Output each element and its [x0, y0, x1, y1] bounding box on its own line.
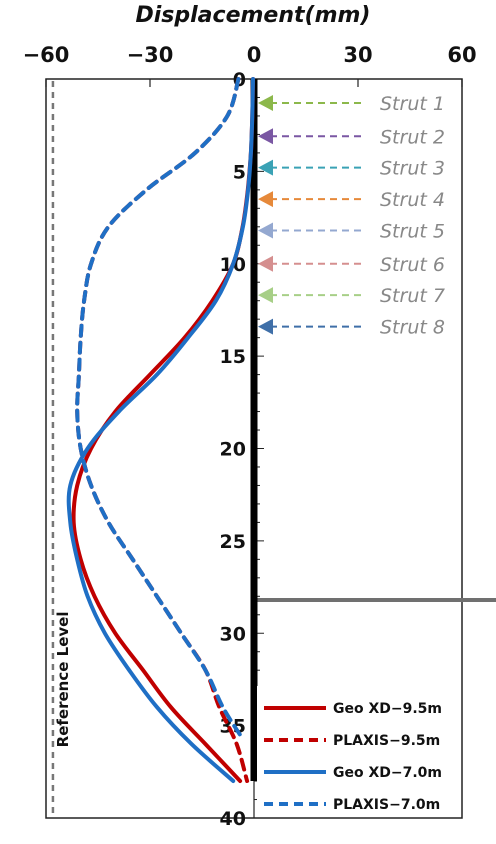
series-line-4 [75, 77, 243, 737]
strut-arrowhead [258, 159, 273, 176]
legend-label: PLAXIS−9.5m [333, 733, 440, 749]
strut-label: Strut 1 [380, 93, 445, 115]
y-tick-label: 20 [220, 439, 246, 461]
strut-arrowhead [258, 95, 273, 112]
strut-label: Strut 7 [380, 285, 445, 307]
strut-arrowhead [258, 128, 273, 145]
legend-label: PLAXIS−7.0m [333, 797, 440, 813]
legend-label: Geo XD−7.0m [333, 765, 442, 781]
y-tick-label: 25 [220, 531, 246, 553]
strut-arrowhead [258, 287, 273, 304]
y-tick-label: 5 [233, 161, 246, 183]
strut-label: Strut 8 [380, 317, 445, 339]
strut-label: Strut 2 [380, 126, 445, 148]
y-tick-label: 40 [220, 808, 246, 830]
legend-label: Geo XD−9.5m [333, 701, 442, 717]
strut-label: Strut 5 [380, 220, 445, 242]
chart-marks: Reference Level Strut 1 Strut 2 Strut 3 Stru… [51, 77, 496, 818]
x-tick-label: 60 [447, 43, 476, 67]
x-tick-label: −30 [127, 43, 174, 67]
y-tick-label: 15 [220, 346, 246, 368]
reference-level-label: Reference Level [54, 612, 72, 748]
legend: Geo XD−9.5m PLAXIS−9.5m Geo XD−7.0m PLAXIS−… [257, 686, 461, 814]
strut-label: Strut 3 [380, 158, 445, 180]
strut-arrowhead [258, 191, 273, 208]
strut-arrowhead [258, 222, 273, 239]
y-tick-label: 30 [220, 623, 246, 645]
strut-label: Strut 6 [380, 254, 445, 276]
strut-arrowhead [258, 318, 273, 335]
chart-title: Displacement(mm) [136, 3, 371, 28]
strut-label: Strut 4 [380, 189, 445, 211]
series-line-3 [66, 77, 255, 783]
x-tick-label: 30 [343, 43, 372, 67]
x-tick-label: −60 [23, 43, 70, 67]
x-tick-label: 0 [247, 43, 262, 67]
strut-arrowhead [258, 255, 273, 272]
